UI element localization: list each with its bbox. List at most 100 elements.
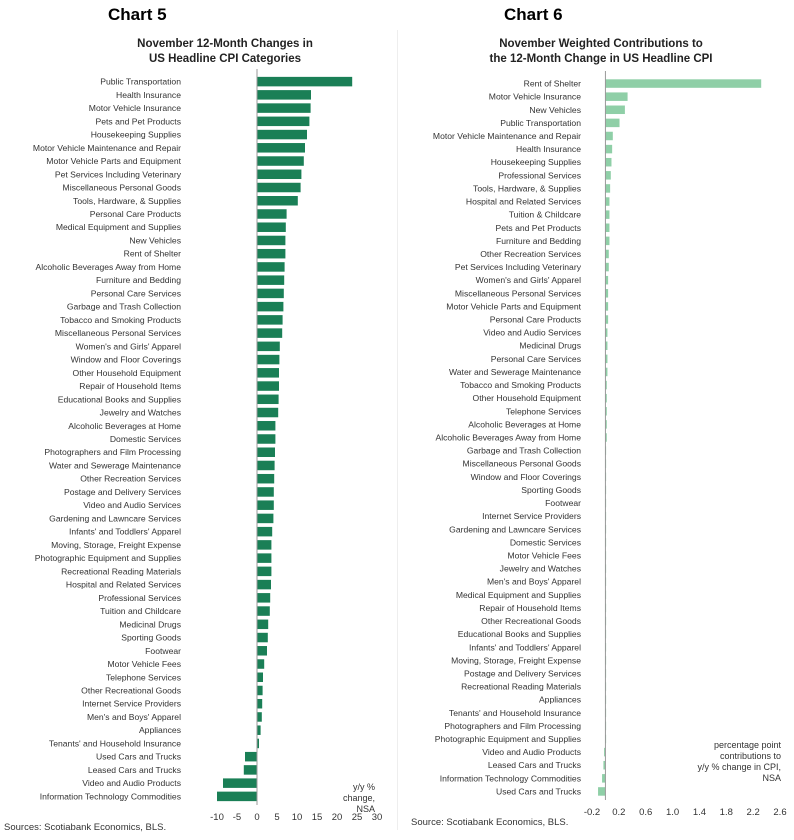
chart6-bar xyxy=(605,393,607,403)
chart5-unit-note-line3: NSA xyxy=(356,804,375,814)
chart5-bar xyxy=(257,235,286,246)
chart5-bar xyxy=(257,301,284,312)
chart5-category-label: Housekeeping Supplies xyxy=(91,130,181,140)
chart5-category-label: Footwear xyxy=(145,646,181,656)
chart6-bar xyxy=(605,275,609,285)
chart5-bar xyxy=(257,487,274,497)
chart5-category-label: Public Transportation xyxy=(100,77,181,87)
chart6-category-label: Recreational Reading Materials xyxy=(461,682,581,692)
chart6-bar xyxy=(604,747,606,757)
chart5-bar xyxy=(257,738,259,749)
chart5-category-label: New Vehicles xyxy=(129,235,181,245)
chart6-category-label: Motor Vehicle Maintenance and Repair xyxy=(433,131,581,141)
chart6-category-label: Appliances xyxy=(539,695,581,705)
chart5-category-label: Hospital and Related Services xyxy=(66,580,181,590)
chart5-category-label: Women's and Girls' Apparel xyxy=(76,341,181,351)
chart6-unit-note-line1: percentage point xyxy=(713,740,781,750)
chart6-x-tick-label: 2.6 xyxy=(773,807,786,818)
chart5-x-tick-label: 10 xyxy=(292,812,303,823)
chart5-category-label: Professional Services xyxy=(98,593,181,603)
chart5-category-label: Video and Audio Products xyxy=(82,778,181,788)
chart5-bar xyxy=(257,513,274,524)
chart6-bar xyxy=(605,420,607,429)
chart5-bar xyxy=(257,619,269,630)
chart5-unit-note-line2: change, xyxy=(342,793,375,803)
chart5-bar xyxy=(257,143,305,153)
chart5-bar xyxy=(257,553,272,563)
chart6-x-tick-label: 2.2 xyxy=(747,807,760,818)
chart5-category-label: Tobacco and Smoking Products xyxy=(60,315,181,325)
chart6-bar xyxy=(602,774,606,783)
chart6-bar xyxy=(605,328,608,337)
chart6-category-label: Medical Equipment and Supplies xyxy=(456,590,581,600)
chart6-title-line1: November Weighted Contributions to xyxy=(499,38,703,50)
chart5-x-tick-label: 20 xyxy=(332,812,343,823)
chart6-bar xyxy=(605,184,611,193)
chart5-category-label: Motor Vehicle Insurance xyxy=(89,103,181,113)
chart5-x-tick-label: -10 xyxy=(210,812,224,823)
chart5-category-label: Miscellaneous Personal Services xyxy=(55,328,181,338)
chart6-bar xyxy=(603,760,606,770)
chart6-category-label: Jewelry and Watches xyxy=(500,564,581,574)
chart5-category-label: Appliances xyxy=(139,725,181,735)
chart6-category-label: Tobacco and Smoking Products xyxy=(460,380,581,390)
chart5-bar xyxy=(257,328,283,338)
chart5-category-label: Garbage and Trash Collection xyxy=(67,302,181,312)
chart6-category-label: Pet Services Including Veterinary xyxy=(455,262,582,272)
chart5-title: November 12-Month Changes in US Headline… xyxy=(40,37,410,67)
chart6-bar xyxy=(605,157,612,167)
chart6-title: November Weighted Contributions to the 1… xyxy=(441,37,761,67)
chart6-category-label: Video and Audio Services xyxy=(483,328,581,338)
chart5-bar xyxy=(257,593,271,603)
chart5-category-label: Gardening and Lawncare Services xyxy=(49,513,181,523)
chart6-category-label: Educational Books and Supplies xyxy=(458,629,581,639)
chart5-bar xyxy=(257,209,287,219)
chart5-bar xyxy=(223,778,257,788)
chart5-bar xyxy=(257,103,311,113)
chart6-bar xyxy=(605,249,609,259)
chart5-title-line1: November 12-Month Changes in xyxy=(137,38,313,50)
chart5-bar xyxy=(257,354,280,365)
chart6-category-label: Repair of Household Items xyxy=(479,603,581,613)
chart5-bar xyxy=(257,129,307,140)
chart5-bar xyxy=(257,632,268,643)
chart5-category-label: Rent of Shelter xyxy=(124,249,181,259)
chart6-bar xyxy=(605,197,610,206)
chart5-bar xyxy=(257,169,302,180)
chart6-bar xyxy=(598,787,606,796)
chart6-source: Source: Scotiabank Economics, BLS. xyxy=(411,817,569,828)
chart5-x-tick-label: 5 xyxy=(274,812,279,823)
chart6-bar xyxy=(605,380,607,390)
chart-divider xyxy=(397,30,398,830)
chart6-bar xyxy=(605,354,608,364)
chart5-bar xyxy=(257,341,280,352)
chart5-bar xyxy=(257,725,261,735)
chart5-category-label: Other Recreational Goods xyxy=(81,686,181,696)
chart6-x-tick-label: 0.6 xyxy=(639,807,652,818)
chart6-bar xyxy=(605,433,607,442)
chart6-bar xyxy=(605,79,762,88)
chart6-category-label: Tools, Hardware, & Supplies xyxy=(473,183,581,193)
chart6-category-label: Alcoholic Beverages Away from Home xyxy=(435,433,581,443)
chart5-bar xyxy=(257,288,284,299)
chart5-category-label: Tuition and Childcare xyxy=(100,606,181,616)
chart6-bar xyxy=(605,302,609,311)
chart6-category-label: Water and Sewerage Maintenance xyxy=(449,367,581,377)
chart6-x-tick-label: 1.4 xyxy=(693,807,706,818)
chart6-category-label: Miscellaneous Personal Services xyxy=(455,288,581,298)
chart5-category-label: Domestic Services xyxy=(110,434,181,444)
chart6-category-label: Internet Service Providers xyxy=(482,511,581,521)
chart5-bar xyxy=(257,421,276,431)
chart5-bar xyxy=(243,765,257,775)
chart6-category-label: Sporting Goods xyxy=(521,485,581,495)
chart6-category-label: Professional Services xyxy=(498,170,581,180)
chart5-category-label: Personal Care Services xyxy=(91,288,181,298)
chart5-bar xyxy=(257,659,265,669)
chart6-category-label: Public Transportation xyxy=(500,118,581,128)
chart6-category-label: Video and Audio Products xyxy=(482,747,581,757)
chart5-x-tick-label: 25 xyxy=(352,812,363,823)
chart5-category-label: Men's and Boys' Apparel xyxy=(87,712,181,722)
chart5-category-label: Tools, Hardware, & Supplies xyxy=(73,196,181,206)
chart5-category-label: Postage and Delivery Services xyxy=(64,487,181,497)
chart5-x-tick-label: 15 xyxy=(312,812,323,823)
